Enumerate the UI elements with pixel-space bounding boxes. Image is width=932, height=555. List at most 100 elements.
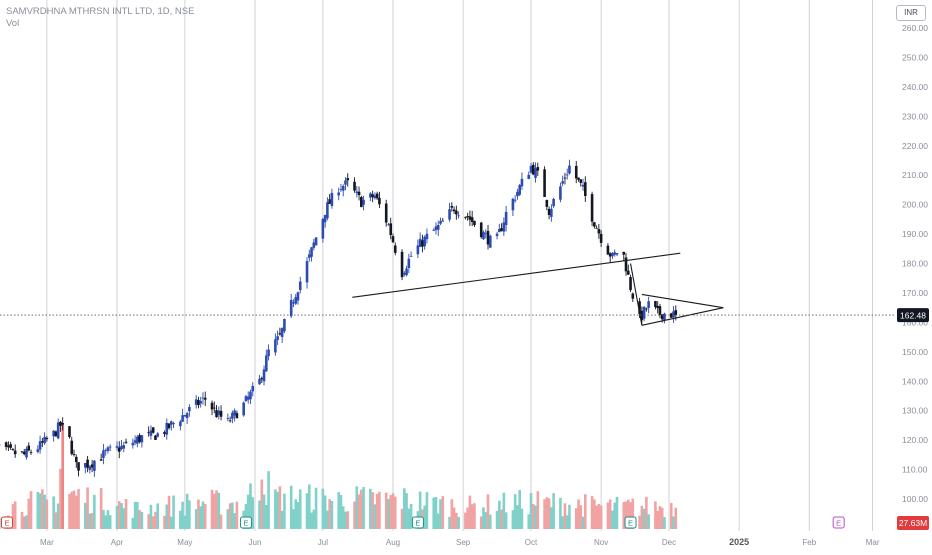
volume-bar bbox=[638, 515, 641, 529]
earnings-marker-icon[interactable]: E bbox=[624, 516, 637, 529]
volume-bar bbox=[330, 500, 334, 529]
candle-body bbox=[52, 430, 55, 437]
volume-bar bbox=[136, 501, 139, 529]
volume-bar bbox=[203, 504, 207, 529]
candle-body bbox=[624, 257, 628, 272]
volume-bar bbox=[147, 514, 150, 529]
candle-body bbox=[74, 456, 78, 463]
candle-body bbox=[283, 318, 286, 332]
candle-body bbox=[68, 426, 71, 438]
y-tick-label: 230.00 bbox=[902, 111, 928, 121]
candle-body bbox=[156, 433, 160, 437]
volume-bar bbox=[622, 502, 626, 529]
earnings-marker-icon[interactable]: E bbox=[1, 516, 13, 529]
volume-bar bbox=[226, 509, 230, 529]
candle-body bbox=[242, 402, 245, 416]
volume-bar bbox=[450, 499, 454, 529]
candle-body bbox=[228, 420, 232, 422]
volume-bar bbox=[167, 495, 171, 529]
candle-body bbox=[41, 441, 44, 443]
candle-body bbox=[658, 306, 662, 315]
candle-body bbox=[337, 192, 341, 196]
volume-bar bbox=[154, 511, 157, 529]
candle-body bbox=[194, 399, 198, 405]
candle-body bbox=[615, 253, 619, 255]
candle-body bbox=[360, 196, 363, 208]
volume-bar bbox=[534, 505, 537, 529]
earnings-marker-label: E bbox=[836, 519, 841, 528]
volume-bar bbox=[672, 516, 675, 529]
candle-body bbox=[305, 261, 309, 283]
volume-bar bbox=[613, 502, 617, 529]
candle-body bbox=[219, 410, 223, 417]
candle-body bbox=[249, 391, 252, 400]
candle-body bbox=[362, 199, 365, 205]
volume-bar bbox=[276, 491, 279, 529]
candle-body bbox=[86, 459, 89, 468]
volume-bar bbox=[608, 499, 612, 529]
volume-bar bbox=[25, 515, 28, 529]
volume-bar bbox=[466, 507, 469, 529]
volume-bar bbox=[11, 504, 15, 529]
candle-body bbox=[251, 385, 255, 392]
volume-bar bbox=[86, 487, 89, 529]
candle-body bbox=[674, 310, 678, 316]
candle-body bbox=[210, 402, 214, 410]
y-tick-label: 100.00 bbox=[902, 494, 928, 504]
volume-bar bbox=[296, 502, 300, 529]
earnings-marker-icon[interactable]: E bbox=[239, 516, 252, 529]
volume-bar bbox=[70, 491, 74, 529]
candle-body bbox=[151, 427, 155, 433]
volume-bar bbox=[212, 493, 216, 529]
candle-body bbox=[59, 421, 62, 426]
volume-bar bbox=[362, 487, 365, 529]
candle-body bbox=[154, 435, 157, 440]
x-tick-label: Jul bbox=[318, 538, 328, 547]
volume-bar bbox=[289, 485, 293, 529]
x-tick-label: Feb bbox=[802, 538, 816, 547]
candle-body bbox=[355, 191, 359, 194]
earnings-marker-icon[interactable]: E bbox=[411, 516, 424, 529]
earnings-marker-icon[interactable]: E bbox=[832, 516, 845, 529]
candle-body bbox=[72, 454, 76, 455]
candle-body bbox=[292, 302, 295, 304]
volume-bar bbox=[165, 504, 169, 529]
candle-body bbox=[215, 410, 218, 418]
candle-body bbox=[606, 245, 610, 255]
candle-body bbox=[104, 450, 107, 452]
candle-body bbox=[185, 413, 189, 419]
candle-body bbox=[371, 194, 374, 198]
candle-body bbox=[217, 410, 221, 415]
candle-body bbox=[529, 165, 533, 173]
currency-button[interactable]: INR bbox=[896, 5, 926, 21]
volume-bar bbox=[527, 514, 531, 529]
candle-body bbox=[163, 432, 166, 435]
candle-body bbox=[452, 209, 456, 212]
candle-body bbox=[595, 227, 598, 229]
volume-bar bbox=[115, 506, 119, 529]
candle-body bbox=[265, 355, 268, 372]
candle-body bbox=[611, 253, 614, 257]
candle-body bbox=[122, 445, 126, 449]
volume-bar bbox=[305, 493, 309, 529]
candle-body bbox=[640, 310, 644, 321]
candle-body bbox=[346, 178, 350, 181]
candle-body bbox=[115, 446, 119, 448]
candle-body bbox=[13, 450, 17, 455]
volume-bar bbox=[138, 510, 141, 529]
volume-bar bbox=[403, 488, 406, 529]
candle-body bbox=[504, 211, 508, 225]
volume-bar bbox=[355, 486, 359, 529]
candle-body bbox=[389, 223, 393, 236]
volume-bar bbox=[595, 505, 598, 529]
candle-body bbox=[466, 216, 469, 218]
volume-bar bbox=[149, 504, 153, 529]
candle-body bbox=[638, 301, 641, 314]
candle-body bbox=[486, 230, 490, 245]
candle-body bbox=[391, 236, 395, 243]
candle-body bbox=[298, 281, 302, 291]
candle-body bbox=[88, 466, 92, 470]
candle-body bbox=[131, 442, 135, 446]
